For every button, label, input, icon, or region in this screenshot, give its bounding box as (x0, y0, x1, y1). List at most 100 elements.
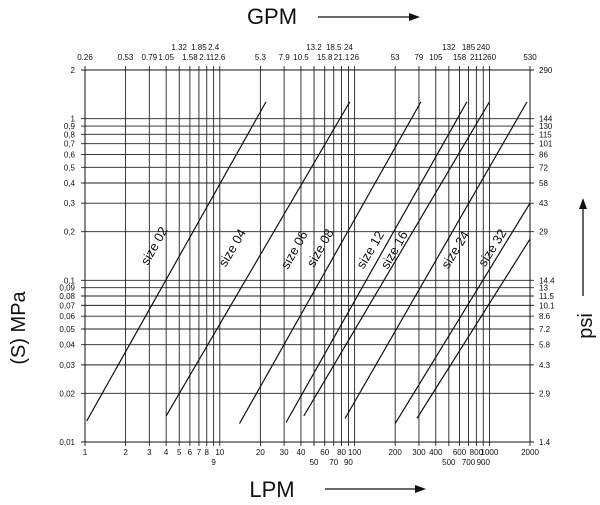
tick-label-gpm: 185 (462, 43, 476, 52)
top-axis-title: GPM (247, 4, 297, 29)
top-tick-labels: 0.26 0.53 0.79 1.051.321.581.852.112.42.6 5.… (77, 43, 537, 62)
tick-label-gpm: 2.6 (214, 53, 226, 62)
tick-label-mpa: 0,4 (64, 179, 76, 188)
tick-label-lpm: 1 (83, 448, 88, 457)
tick-label-mpa: 0,1 (64, 276, 76, 285)
tick-label-psi: 101 (539, 140, 553, 149)
tick-label-mpa: 0,02 (59, 389, 75, 398)
tick-label-lpm: 100 (348, 448, 362, 457)
tick-label-psi: 86 (539, 151, 548, 160)
tick-label-lpm: 600 (453, 448, 467, 457)
tick-label-psi: 10.1 (539, 301, 555, 310)
tick-label-mpa: 0,2 (64, 228, 76, 237)
tick-label-psi: 4.3 (539, 361, 551, 370)
series-label-size-08: size 08 (303, 226, 336, 269)
series-label-size-02: size 02 (137, 224, 170, 267)
series-line-size-08 (285, 101, 468, 423)
tick-label-gpm: 15.8 (317, 53, 333, 62)
tick-label-lpm: 10 (215, 448, 224, 457)
tick-label-psi: 290 (539, 66, 553, 75)
tick-label-mpa: 0,6 (64, 151, 76, 160)
tick-label-mpa: 0,04 (59, 341, 75, 350)
tick-label-lpm: 400 (429, 448, 443, 457)
tick-label-lpm: 300 (412, 448, 426, 457)
tick-label-gpm: 0.26 (77, 53, 93, 62)
tick-label-lpm: 70 (329, 458, 338, 467)
plot-frame (84, 69, 531, 443)
tick-label-lpm: 5 (177, 448, 182, 457)
tick-label-mpa: 2 (71, 66, 76, 75)
tick-label-gpm: 158 (453, 53, 467, 62)
bottom-axis-title: LPM (249, 477, 294, 502)
tick-label-gpm: 10.5 (293, 53, 309, 62)
series-line-size-12 (303, 101, 490, 417)
tick-label-gpm: 1.05 (158, 53, 174, 62)
tick-label-lpm: 50 (310, 458, 319, 467)
tick-label-gpm: 2.4 (208, 43, 220, 52)
tick-label-lpm: 3 (147, 448, 152, 457)
tick-label-psi: 29 (539, 228, 548, 237)
series-line-size-02 (86, 101, 267, 422)
tick-label-mpa: 0,8 (64, 130, 76, 139)
tick-label-lpm: 2000 (521, 448, 539, 457)
tick-label-mpa: 0,5 (64, 163, 76, 172)
series-label-size-06: size 06 (277, 228, 310, 271)
left-tick-labels: 210,90,80,70,60,50,40,30,20,10,090,080,0… (59, 66, 75, 447)
right-axis-arrow (579, 198, 587, 296)
tick-label-gpm: 211 (470, 53, 483, 62)
series-label-size-32: size 32 (475, 226, 510, 269)
tick-label-lpm: 2 (123, 448, 128, 457)
tick-label-mpa: 0,09 (59, 284, 75, 293)
top-axis-arrow (318, 13, 420, 21)
tick-label-lpm: 20 (256, 448, 265, 457)
tick-label-psi: 14.4 (539, 276, 555, 285)
tick-label-psi: 11.5 (539, 292, 555, 301)
tick-label-lpm: 200 (389, 448, 403, 457)
tick-label-lpm: 7 (197, 448, 202, 457)
tick-label-psi: 2.9 (539, 389, 551, 398)
tick-label-psi: 8.6 (539, 312, 551, 321)
tick-label-mpa: 0,07 (59, 301, 75, 310)
left-axis-title: (S) MPa (8, 290, 30, 364)
tick-label-psi: 43 (539, 199, 548, 208)
tick-label-lpm: 500 (442, 458, 456, 467)
tick-label-gpm: 260 (483, 53, 497, 62)
series-line-size-16 (344, 101, 528, 419)
tick-label-gpm: 53 (391, 53, 400, 62)
tick-label-gpm: 1.32 (171, 43, 187, 52)
tick-label-lpm: 9 (211, 458, 216, 467)
tick-label-psi: 144 (539, 115, 553, 124)
tick-label-lpm: 80 (337, 448, 346, 457)
tick-label-lpm: 8 (205, 448, 210, 457)
tick-label-lpm: 700 (462, 458, 476, 467)
tick-label-mpa: 0,08 (59, 292, 75, 301)
tick-label-gpm: 7.9 (279, 53, 291, 62)
tick-label-lpm: 900 (477, 458, 491, 467)
series-label-size-04: size 04 (215, 226, 249, 269)
tick-label-gpm: 0.53 (118, 53, 134, 62)
tick-label-mpa: 0,01 (59, 438, 75, 447)
tick-label-gpm: 0.79 (142, 53, 158, 62)
series-label-size-24: size 24 (438, 228, 472, 271)
tick-label-psi: 5.8 (539, 341, 551, 350)
tick-label-psi: 115 (539, 130, 552, 139)
tick-label-gpm: 132 (442, 43, 456, 52)
tick-label-gpm: 24 (344, 43, 353, 52)
tick-label-psi: 72 (539, 163, 548, 172)
tick-label-psi: 13 (539, 284, 548, 293)
tick-label-gpm: 13.2 (306, 43, 322, 52)
tick-label-gpm: 79 (414, 53, 423, 62)
series-line-size-06 (238, 101, 422, 424)
tick-label-lpm: 60 (320, 448, 329, 457)
tick-label-lpm: 40 (297, 448, 306, 457)
tick-label-lpm: 30 (280, 448, 289, 457)
tick-label-mpa: 0,05 (59, 325, 75, 334)
tick-label-gpm: 5.3 (255, 53, 267, 62)
tick-label-mpa: 1 (71, 115, 76, 124)
tick-label-lpm: 800 (470, 448, 484, 457)
tick-label-psi: 58 (539, 179, 548, 188)
tick-label-gpm: 26 (350, 53, 359, 62)
